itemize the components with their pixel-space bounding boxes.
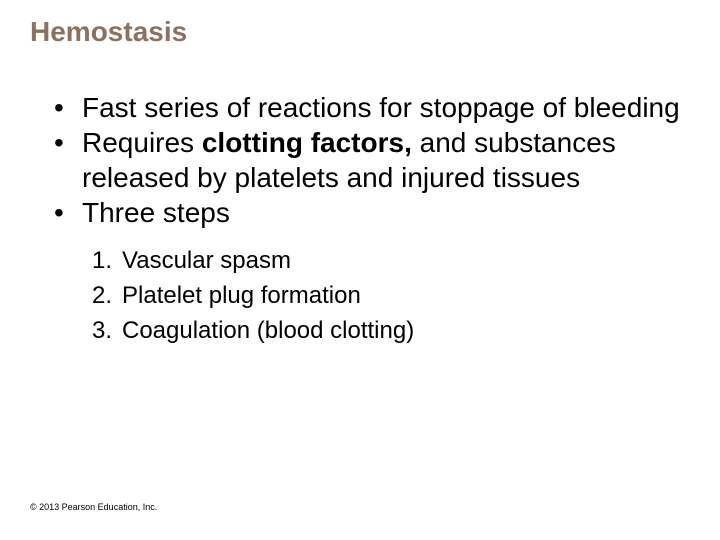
numbered-item: 3. Coagulation (blood clotting) bbox=[92, 314, 690, 349]
bullet-text-pre: Requires bbox=[82, 127, 202, 158]
numbered-index: 1. bbox=[92, 244, 112, 279]
numbered-list: 1. Vascular spasm 2. Platelet plug forma… bbox=[30, 244, 690, 348]
slide-title: Hemostasis bbox=[30, 16, 690, 48]
numbered-item: 2. Platelet plug formation bbox=[92, 279, 690, 314]
copyright-footer: © 2013 Pearson Education, Inc. bbox=[30, 502, 157, 512]
numbered-text: Coagulation (blood clotting) bbox=[122, 317, 414, 344]
slide: Hemostasis Fast series of reactions for … bbox=[0, 0, 720, 540]
numbered-text: Platelet plug formation bbox=[122, 282, 361, 309]
numbered-index: 3. bbox=[92, 314, 112, 349]
bullet-text-bold: clotting factors, bbox=[202, 127, 412, 158]
numbered-item: 1. Vascular spasm bbox=[92, 244, 690, 279]
bullet-item: Requires clotting factors, and substance… bbox=[54, 125, 690, 195]
numbered-index: 2. bbox=[92, 279, 112, 314]
bullet-list: Fast series of reactions for stoppage of… bbox=[30, 90, 690, 230]
bullet-item: Fast series of reactions for stoppage of… bbox=[54, 90, 690, 125]
bullet-text-pre: Fast series of reactions for stoppage of… bbox=[82, 92, 680, 123]
numbered-text: Vascular spasm bbox=[122, 247, 291, 274]
bullet-item: Three steps bbox=[54, 195, 690, 230]
bullet-text-pre: Three steps bbox=[82, 197, 230, 228]
